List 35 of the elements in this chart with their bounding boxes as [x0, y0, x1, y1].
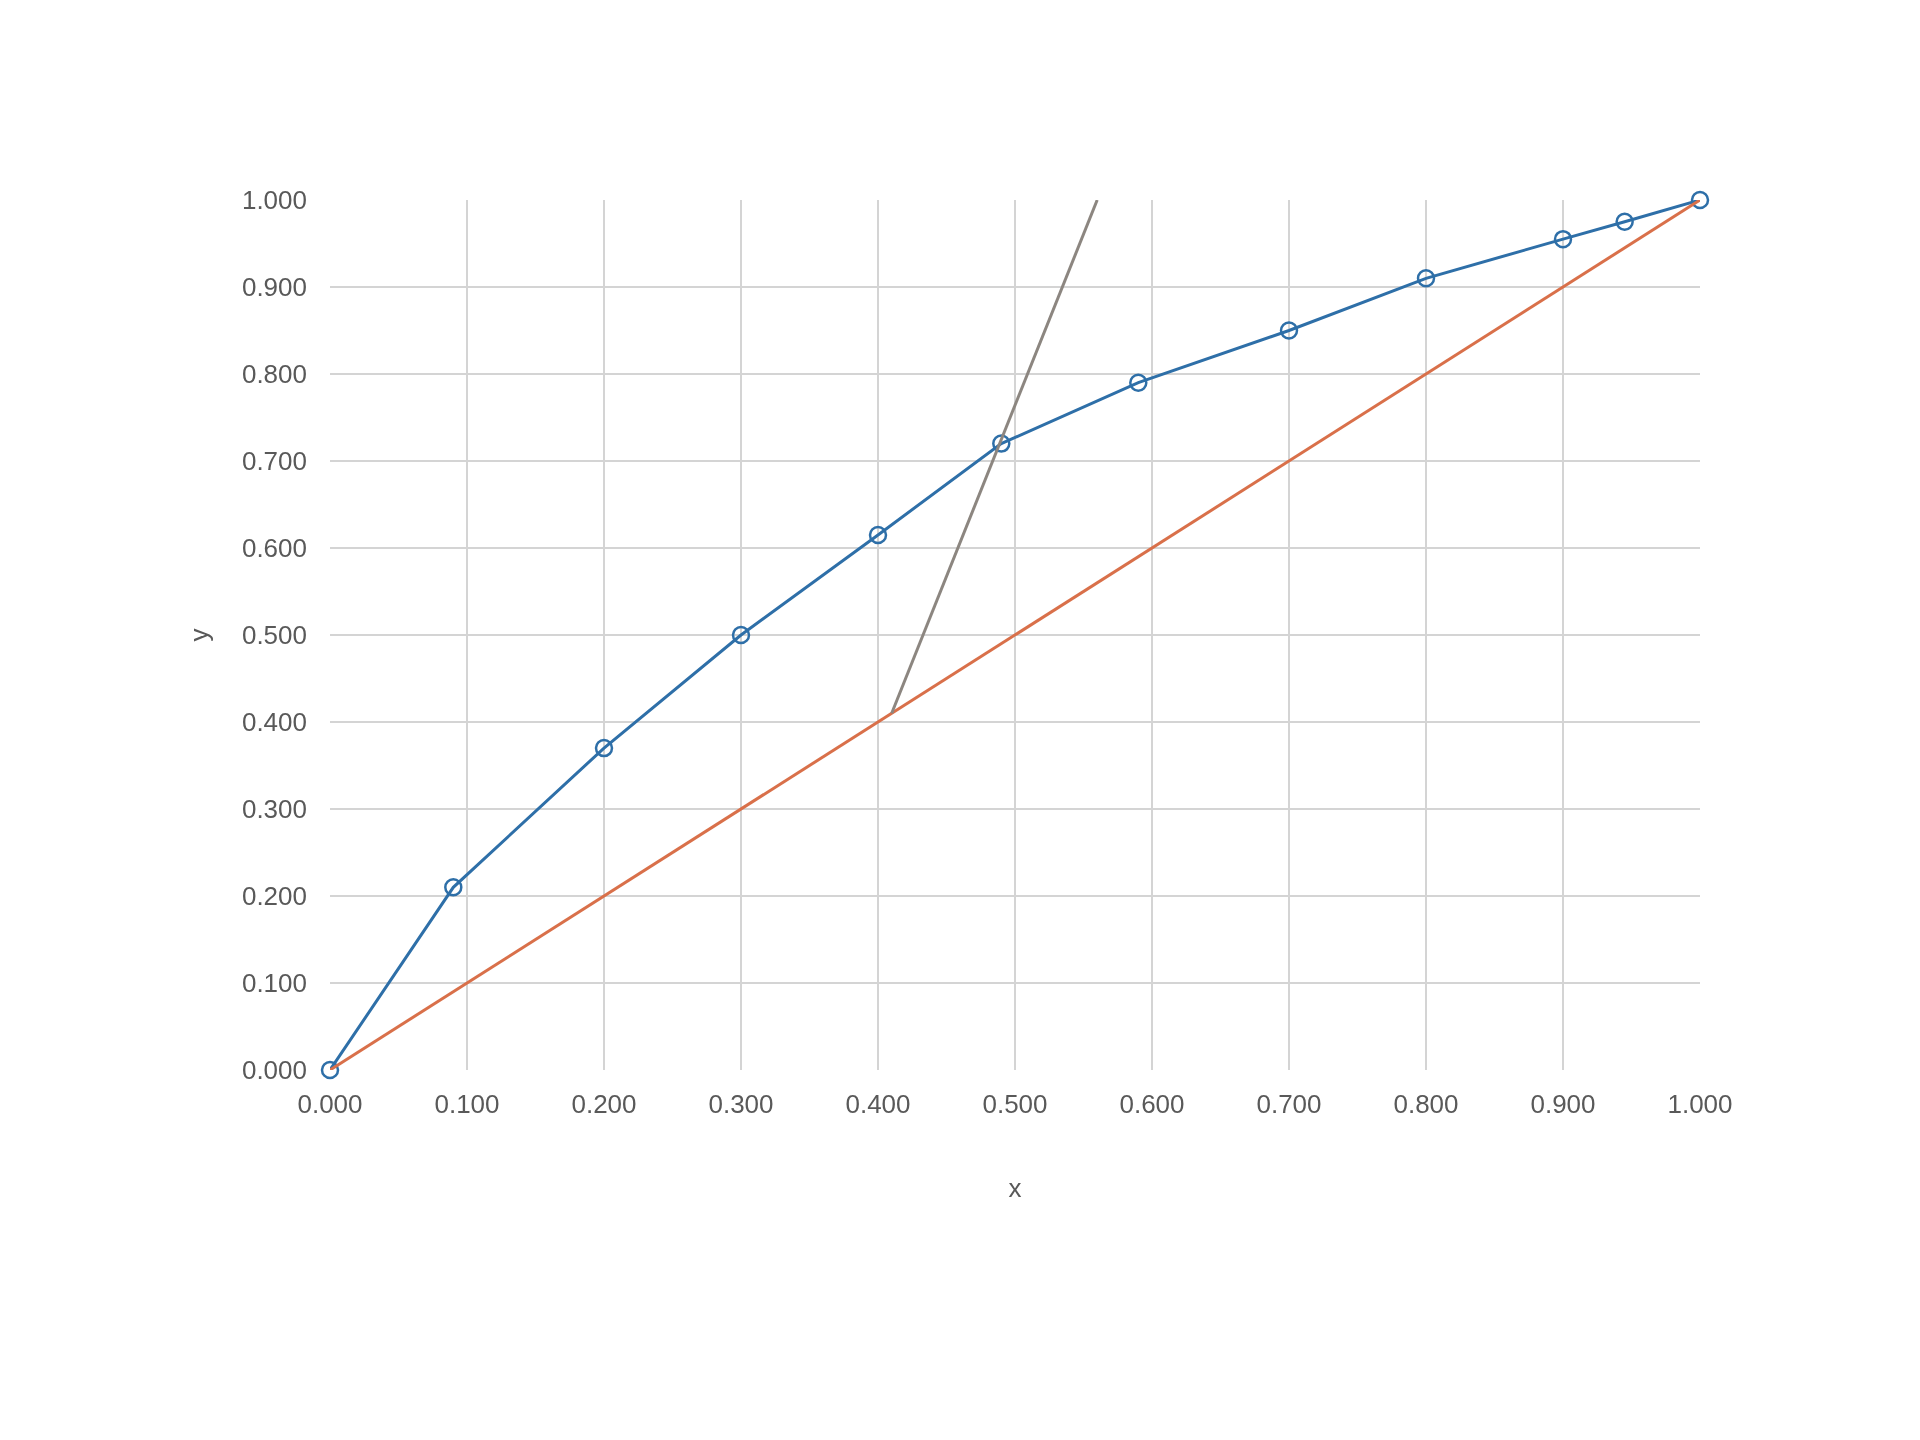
x-tick-label: 0.000	[297, 1089, 363, 1119]
y-tick-label: 0.800	[241, 359, 307, 390]
x-tick-label: 0.600	[1119, 1089, 1185, 1119]
y-tick-label: 0.200	[241, 881, 307, 912]
x-tick-label: 0.100	[434, 1089, 500, 1119]
x-tick-label: 0.800	[1393, 1089, 1459, 1119]
y-tick-label: 0.700	[241, 446, 307, 477]
point	[444, 878, 463, 897]
y-axis-title: y	[184, 628, 215, 642]
point	[1553, 229, 1573, 249]
point	[1615, 212, 1634, 231]
y-tick-label: 1.000	[241, 185, 307, 216]
x-axis-title: x	[1008, 1172, 1022, 1203]
point	[1129, 373, 1148, 392]
x-tick-label: 1.000	[1667, 1089, 1733, 1119]
point	[731, 625, 751, 645]
y-tick-label: 0.300	[241, 794, 307, 825]
point	[1279, 321, 1299, 340]
y-tick-label: 0.400	[241, 707, 307, 738]
y-tick-label: 0.600	[241, 533, 307, 564]
point	[1416, 269, 1436, 288]
x-tick-label: 0.500	[982, 1089, 1048, 1119]
y-tick-label: 0.500	[241, 620, 307, 651]
y-tick-label: 0.100	[241, 968, 307, 999]
x-tick-label: 0.400	[845, 1089, 911, 1119]
x-tick-label: 0.300	[708, 1089, 774, 1119]
point	[320, 1060, 340, 1080]
x-tick-label: 0.200	[571, 1089, 637, 1119]
point	[868, 525, 888, 545]
point	[1690, 190, 1710, 210]
x-tick-label: 0.700	[1256, 1089, 1322, 1119]
y-tick-label: 0.900	[241, 272, 307, 303]
x-tick-label: 0.900	[1530, 1089, 1596, 1119]
point	[594, 738, 614, 758]
y-tick-label: 0.000	[241, 1055, 307, 1086]
